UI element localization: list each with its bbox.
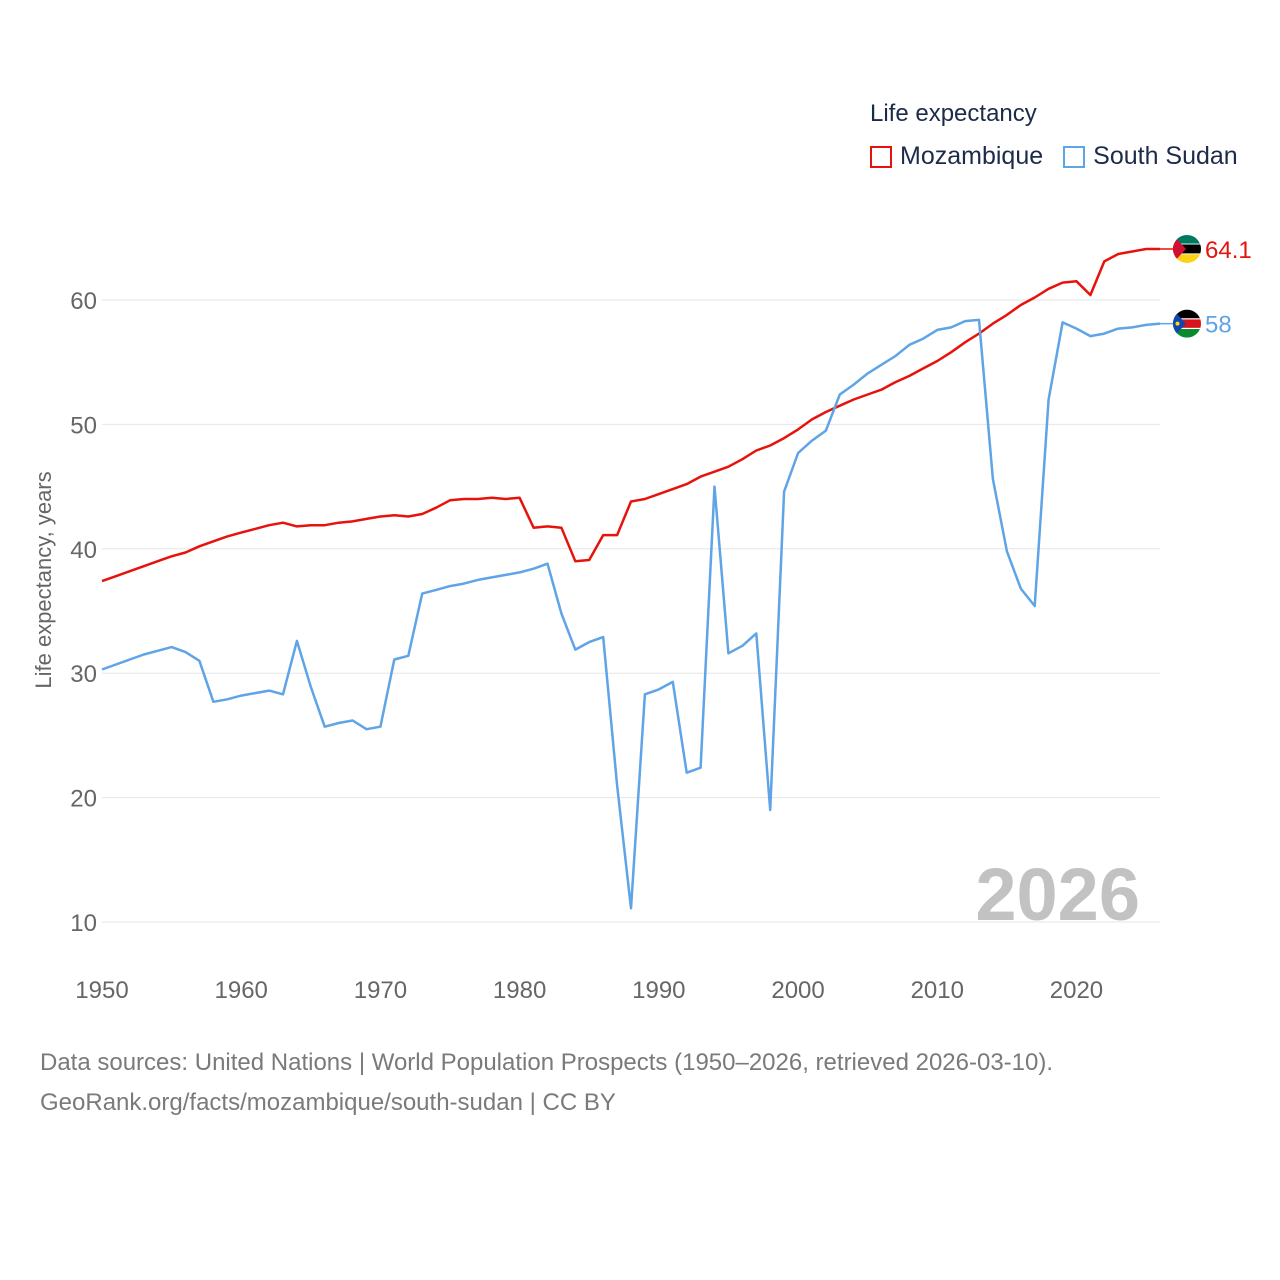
south-sudan-flag-icon xyxy=(1173,309,1201,338)
y-tick-label-30: 30 xyxy=(70,661,97,688)
y-axis-ticks: 10 20 30 40 50 60 xyxy=(70,288,97,937)
legend: Life expectancy Mozambique South Sudan xyxy=(870,100,1238,171)
legend-swatch-south-sudan xyxy=(1063,145,1086,168)
legend-swatch-mozambique xyxy=(870,145,892,168)
y-tick-label-20: 20 xyxy=(70,786,97,813)
x-tick-label-1970: 1970 xyxy=(354,977,407,1004)
year-watermark: 2026 xyxy=(975,853,1140,936)
x-tick-label-2000: 2000 xyxy=(771,977,824,1004)
legend-item-south-sudan[interactable]: South Sudan xyxy=(1063,142,1238,171)
end-value-label-south-sudan: 58 xyxy=(1205,312,1232,339)
y-tick-label-60: 60 xyxy=(70,288,97,315)
data-source-note: Data sources: United Nations | World Pop… xyxy=(40,1049,1054,1076)
series-line-mozambique[interactable] xyxy=(101,247,1160,583)
end-markers: 64.1 58 xyxy=(1160,234,1252,339)
legend-label-mozambique: Mozambique xyxy=(900,142,1044,170)
legend-label-south-sudan: South Sudan xyxy=(1093,142,1238,170)
legend-item-mozambique[interactable]: Mozambique xyxy=(870,142,1043,171)
x-tick-label-1980: 1980 xyxy=(493,977,546,1004)
end-value-label-mozambique: 64.1 xyxy=(1205,237,1252,264)
x-tick-label-1990: 1990 xyxy=(632,977,685,1004)
footer: Data sources: United Nations | World Pop… xyxy=(40,1043,1053,1123)
x-axis-ticks: 1950 1960 1970 1980 1990 2000 2010 2020 xyxy=(75,977,1103,1004)
attribution-link[interactable]: GeoRank.org/facts/mozambique/south-sudan… xyxy=(40,1089,616,1116)
series-lines xyxy=(101,247,1161,910)
legend-title: Life expectancy xyxy=(870,100,1037,127)
series-line-south-sudan[interactable] xyxy=(101,318,1161,910)
y-tick-label-10: 10 xyxy=(70,910,97,937)
mozambique-flag-icon xyxy=(1173,234,1201,263)
y-tick-label-40: 40 xyxy=(70,537,97,564)
gridlines xyxy=(102,299,1160,923)
line-chart: 10 20 30 40 50 60 1950 1960 1970 1980 1990 2000 201… xyxy=(31,234,1252,1004)
x-tick-label-1950: 1950 xyxy=(75,977,128,1004)
x-tick-label-2010: 2010 xyxy=(911,977,964,1004)
y-axis-title: Life expectancy, years xyxy=(31,471,56,688)
x-tick-label-1960: 1960 xyxy=(215,977,268,1004)
x-tick-label-2020: 2020 xyxy=(1050,977,1103,1004)
y-tick-label-50: 50 xyxy=(70,412,97,439)
